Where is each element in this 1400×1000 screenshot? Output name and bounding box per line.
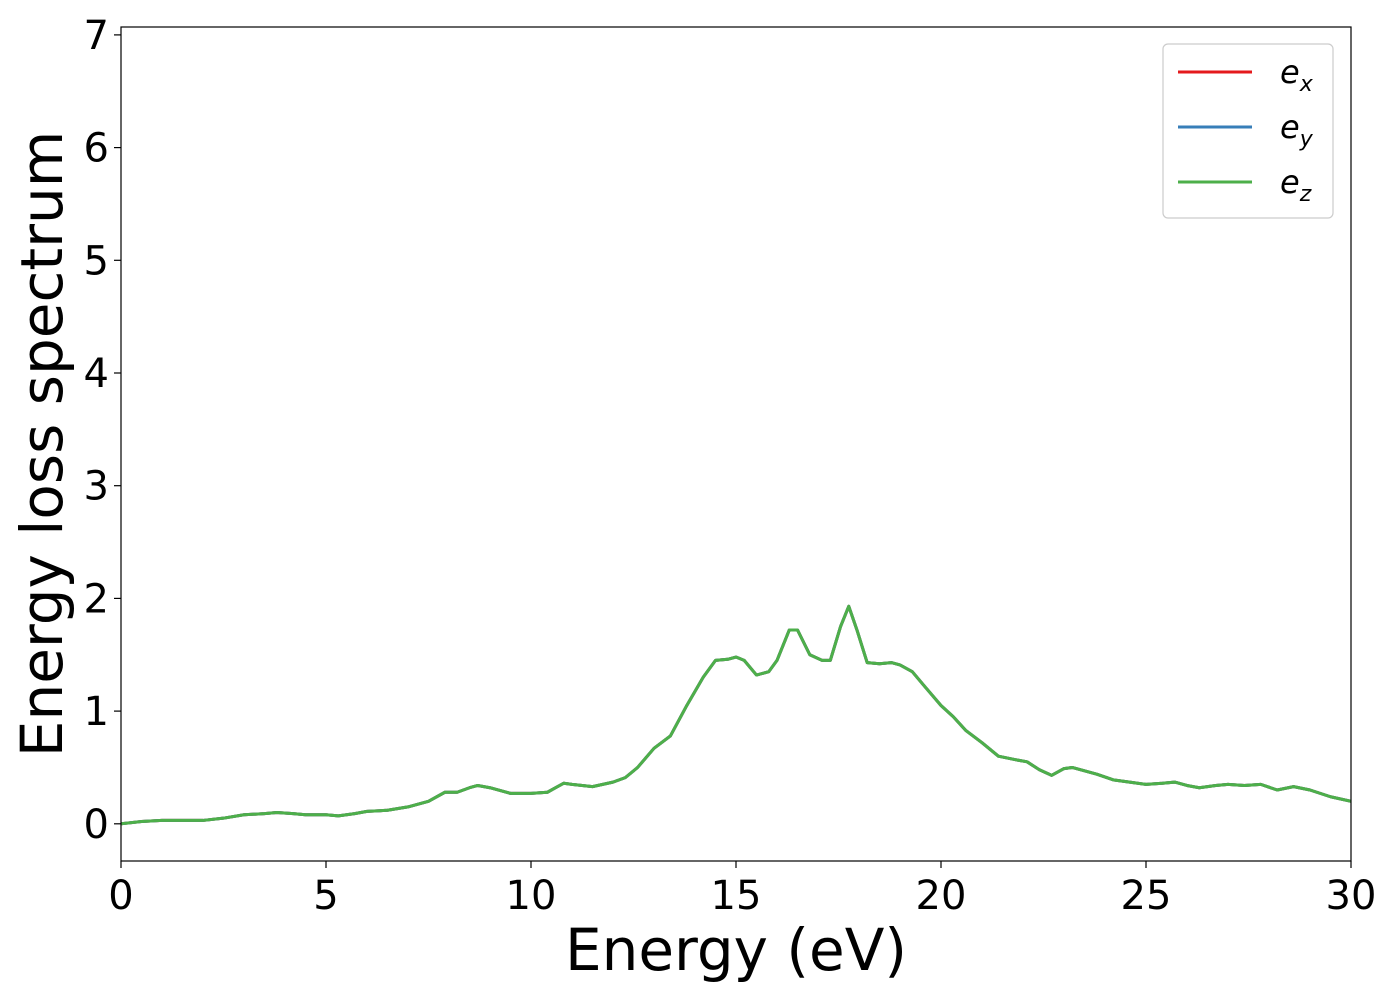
x-tick-label: 0 xyxy=(108,873,133,919)
y-tick-label: 0 xyxy=(84,802,109,848)
legend-label-z: ez xyxy=(1280,163,1312,207)
x-tick-label: 5 xyxy=(313,873,338,919)
y-tick-label: 4 xyxy=(84,351,109,397)
y-axis-title: Energy loss spectrum xyxy=(8,131,76,757)
x-tick-label: 30 xyxy=(1326,873,1377,919)
x-tick-label: 10 xyxy=(506,873,557,919)
legend-label-x: ex xyxy=(1280,53,1314,97)
y-tick-label: 3 xyxy=(84,464,109,510)
y-tick-label: 7 xyxy=(84,13,109,59)
legend-label-y: ey xyxy=(1280,108,1314,152)
y-tick-label: 2 xyxy=(84,576,109,622)
x-axis: 0 5 10 15 20 25 30 xyxy=(108,861,1376,919)
x-axis-title: Energy (eV) xyxy=(565,916,907,984)
y-tick-label: 5 xyxy=(84,238,109,284)
legend-box xyxy=(1162,43,1334,219)
x-tick-label: 15 xyxy=(711,873,762,919)
series-line-z xyxy=(121,604,1351,826)
x-tick-label: 25 xyxy=(1121,873,1172,919)
y-tick-label: 6 xyxy=(84,126,109,172)
y-tick-label: 1 xyxy=(84,689,109,735)
y-axis: 0 1 2 3 4 5 6 7 xyxy=(84,13,121,848)
x-tick-label: 20 xyxy=(916,873,967,919)
series-layer xyxy=(121,604,1351,826)
legend: ex ey ez xyxy=(1162,43,1334,219)
